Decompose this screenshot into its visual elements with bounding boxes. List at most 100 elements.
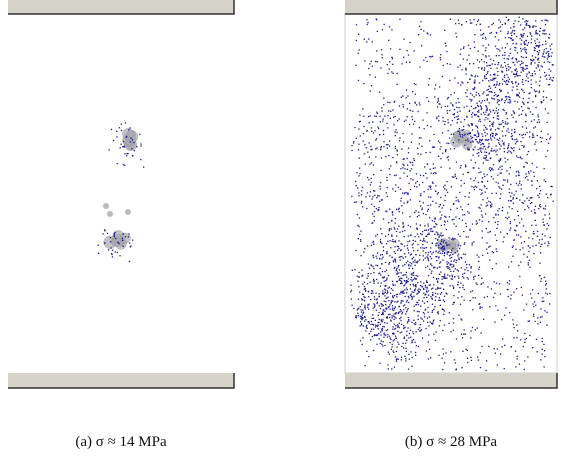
particle [491, 150, 492, 151]
particle [489, 167, 490, 168]
particle [421, 234, 422, 235]
particle [387, 102, 388, 103]
particle [508, 20, 509, 21]
particle [400, 320, 401, 321]
particle [482, 177, 483, 178]
particle [484, 69, 485, 70]
particle [521, 242, 522, 243]
particle [429, 269, 430, 270]
particle [416, 104, 417, 105]
particle [396, 270, 397, 271]
particle [428, 197, 429, 198]
particle [524, 47, 525, 48]
particle [551, 44, 552, 45]
particle [396, 174, 397, 175]
particle [389, 336, 390, 337]
particle [456, 369, 457, 370]
particle [510, 184, 511, 185]
particle [507, 92, 508, 93]
particle [417, 244, 418, 245]
particle [532, 245, 533, 246]
particle [384, 322, 385, 323]
particle [394, 227, 395, 228]
particle [395, 240, 396, 241]
particle [367, 305, 368, 306]
particle [503, 179, 504, 180]
particle [518, 171, 519, 172]
particle [438, 236, 439, 237]
particle [438, 245, 439, 246]
particle [549, 34, 550, 35]
particle [388, 307, 389, 308]
particle [376, 258, 377, 259]
particle [402, 222, 403, 223]
particle [474, 19, 475, 20]
particle [540, 322, 541, 323]
particle [486, 157, 487, 158]
particle [512, 58, 513, 59]
particle [430, 231, 431, 232]
particle [385, 289, 386, 290]
particle [424, 166, 425, 167]
particle [521, 145, 522, 146]
particle [511, 114, 512, 115]
particle [363, 140, 364, 141]
particle [454, 259, 455, 260]
particle [520, 339, 521, 340]
particle [482, 45, 483, 46]
particle [530, 111, 531, 112]
particle [472, 309, 473, 310]
particle [395, 336, 396, 337]
particle [527, 21, 528, 22]
particle [453, 177, 454, 178]
particle [356, 172, 357, 173]
particle [544, 72, 545, 73]
particle [367, 152, 368, 153]
particle [449, 137, 450, 138]
particle [412, 291, 413, 292]
particle [361, 201, 362, 202]
particle [547, 197, 548, 198]
particle [393, 334, 394, 335]
particle [428, 233, 429, 234]
particle [495, 151, 496, 152]
particle [467, 82, 468, 83]
particle [497, 118, 498, 119]
particle [408, 354, 409, 355]
particle [351, 298, 352, 299]
particle [489, 102, 490, 103]
particle [418, 346, 419, 347]
particle [486, 106, 487, 107]
particle [515, 74, 516, 75]
particle [530, 75, 531, 76]
particle [400, 278, 401, 279]
particle [507, 128, 508, 129]
particle [529, 260, 530, 261]
particle [373, 303, 374, 304]
particle [516, 68, 517, 69]
particle [393, 313, 394, 314]
particle [404, 39, 405, 40]
particle [441, 214, 442, 215]
particle [537, 195, 538, 196]
particle [539, 239, 540, 240]
particle [438, 192, 439, 193]
particle [495, 46, 496, 47]
particle [491, 32, 492, 33]
particle [516, 191, 517, 192]
particle [395, 261, 396, 262]
particle [477, 59, 478, 60]
particle [412, 111, 413, 112]
particle [357, 214, 358, 215]
particle [535, 26, 536, 27]
particle [476, 24, 477, 25]
particle [423, 202, 424, 203]
particle [491, 176, 492, 177]
particle [498, 39, 499, 40]
particle [420, 205, 421, 206]
particle [548, 53, 549, 54]
particle [427, 210, 428, 211]
particle [429, 217, 430, 218]
particle [501, 166, 502, 167]
particle [446, 189, 447, 190]
